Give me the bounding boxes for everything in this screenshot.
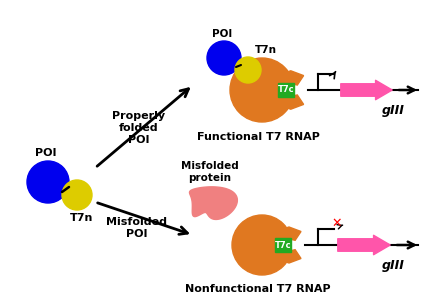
FancyBboxPatch shape <box>275 238 291 252</box>
Circle shape <box>27 161 69 203</box>
Circle shape <box>230 58 294 122</box>
Polygon shape <box>262 95 304 109</box>
Text: Functional T7 RNAP: Functional T7 RNAP <box>197 132 319 142</box>
Text: gIII: gIII <box>381 259 404 272</box>
Text: POI: POI <box>35 148 57 158</box>
Polygon shape <box>262 71 304 85</box>
Text: Misfolded
POI: Misfolded POI <box>106 217 167 239</box>
Polygon shape <box>190 187 237 219</box>
Polygon shape <box>262 227 301 240</box>
Text: Nonfunctional T7 RNAP: Nonfunctional T7 RNAP <box>185 284 331 294</box>
Text: POI: POI <box>212 29 232 39</box>
FancyBboxPatch shape <box>278 83 294 97</box>
Text: ✕: ✕ <box>332 216 342 230</box>
Circle shape <box>232 215 292 275</box>
Text: T7n: T7n <box>255 45 277 55</box>
Circle shape <box>235 57 261 83</box>
FancyArrowPatch shape <box>341 80 392 100</box>
Text: Properly
folded
POI: Properly folded POI <box>112 111 165 145</box>
Circle shape <box>207 41 241 75</box>
Text: T7n: T7n <box>70 213 94 223</box>
Polygon shape <box>286 240 303 250</box>
FancyArrowPatch shape <box>338 235 390 255</box>
Polygon shape <box>262 250 301 263</box>
Text: T7c: T7c <box>275 240 291 250</box>
Text: Misfolded
protein: Misfolded protein <box>181 161 239 183</box>
Text: gIII: gIII <box>381 104 404 117</box>
Polygon shape <box>288 84 305 96</box>
Text: T7c: T7c <box>278 85 294 95</box>
Circle shape <box>62 180 92 210</box>
